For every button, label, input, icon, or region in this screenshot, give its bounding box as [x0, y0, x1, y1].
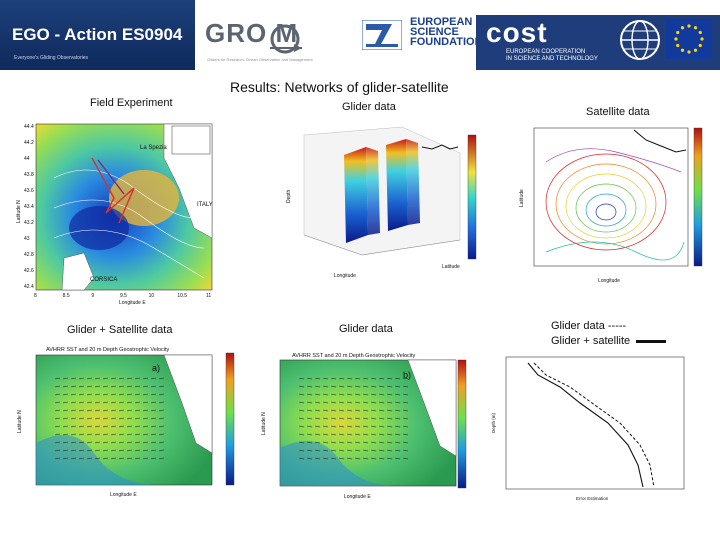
map1-y-tick: 44 [24, 156, 30, 162]
legend-solid-line [636, 340, 666, 343]
eu-star-icon [687, 24, 691, 28]
map1-x-tick: 10.5 [177, 293, 187, 299]
profile-xlabel: Error Estimation [576, 496, 609, 501]
glider-3d-plot: Longitude Latitude Depth [286, 126, 477, 279]
groom-subtitle: Gliders for Research, Ocean Observation … [207, 57, 313, 62]
eu-flag-icon [666, 19, 712, 59]
label-field-experiment: Field Experiment [90, 97, 173, 109]
map1-y-tick: 43 [24, 236, 30, 242]
esf-logo: EUROPEAN SCIENCE FOUNDATION [410, 16, 483, 48]
label-satellite-data: Satellite data [586, 106, 650, 118]
legend-solid-label: Glider + satellite [551, 335, 631, 347]
eu-star-icon [676, 30, 680, 35]
map1-y-tick: 43.2 [24, 220, 34, 226]
glider3d-ylabel: Latitude [442, 264, 460, 270]
velocity-map-b: AVHRR SST and 20 m Depth Geostrophic Vel… [261, 353, 467, 500]
vel-b-tag: b) [403, 370, 411, 380]
legend-dashed-label: Glider data ----- [551, 320, 627, 332]
cost-subtitle-line-1: EUROPEAN COOPERATION [506, 49, 586, 55]
error-profile-plot: Error Estimation Depth (m) [491, 356, 685, 501]
groom-logo: GRO M [205, 18, 299, 48]
esf-line-1: EUROPEAN [410, 16, 473, 28]
esf-line-3: FOUNDATION [410, 36, 483, 48]
eu-star-icon [698, 43, 702, 48]
glider-logo-icon [270, 24, 302, 54]
satellite-contour-map: Longitude Latitude [519, 127, 703, 284]
ego-title: EGO - Action ES0904 [12, 25, 183, 44]
glider3d-zlabel: Depth [286, 189, 292, 203]
map1-y-tick: 42.8 [24, 252, 34, 258]
map1-x-tick: 10 [149, 293, 155, 299]
ego-subtitle: Everyone's Gliding Observatories [14, 55, 89, 61]
velocity-map-a: AVHRR SST and 20 m Depth Geostrophic Vel… [17, 347, 235, 498]
label-glider-data-bottom: Glider data [339, 323, 393, 335]
place-la-spezia: La Spezia [140, 145, 167, 151]
profile-ylabel: Depth (m) [491, 412, 496, 433]
map1-y-tick: 42.4 [24, 284, 34, 290]
vel-a-title: AVHRR SST and 20 m Depth Geostrophic Vel… [46, 347, 170, 353]
glider3d-xlabel: Longitude [334, 273, 356, 279]
vel-b-title: AVHRR SST and 20 m Depth Geostrophic Vel… [292, 353, 416, 359]
map1-y-tick: 43.8 [24, 172, 34, 178]
vel-a-ylabel: Latitude N [17, 410, 23, 433]
globe-icon [620, 20, 660, 60]
eu-star-icon [693, 48, 698, 52]
fp7-logo-icon [362, 20, 402, 50]
eu-star-icon [698, 30, 702, 35]
map1-y-tick: 43.6 [24, 188, 34, 194]
map1-y-tick: 42.6 [24, 268, 34, 274]
map1-x-tick: 9 [91, 293, 94, 299]
map1-x-tick: 8.5 [63, 293, 70, 299]
satmap-ylabel: Latitude [519, 189, 525, 207]
label-glider-satellite: Glider + Satellite data [67, 324, 173, 336]
eu-star-icon [680, 26, 685, 30]
satmap-xlabel: Longitude [598, 278, 620, 284]
eu-star-icon [674, 37, 678, 41]
cost-subtitle-line-2: IN SCIENCE AND TECHNOLOGY [506, 56, 598, 62]
place-italy: ITALY [197, 202, 213, 208]
vel-b-ylabel: Latitude N [261, 412, 267, 435]
map1-x-tick: 8 [34, 293, 37, 299]
eu-star-icon [676, 43, 680, 48]
map1-y-tick: 43.4 [24, 204, 34, 210]
eu-star-icon [680, 48, 685, 52]
map1-y-tick: 44.4 [24, 124, 34, 130]
cost-subtitle: EUROPEAN COOPERATION IN SCIENCE AND TECH… [506, 49, 598, 63]
cost-logo: cost [486, 17, 548, 48]
vel-a-tag: a) [152, 363, 160, 373]
page-title: Results: Networks of glider-satellite [230, 79, 449, 95]
place-corsica: CORSICA [90, 277, 117, 283]
field-experiment-map: La Spezia ITALY CORSICA 44.4 44.2 44 43.8 43… [16, 123, 213, 306]
map1-y-tick: 44.2 [24, 140, 34, 146]
vel-a-xlabel: Longitude E [110, 492, 137, 498]
eu-star-icon [687, 50, 691, 54]
label-glider-data-top: Glider data [342, 101, 396, 113]
esf-line-2: SCIENCE [410, 26, 459, 38]
vel-b-xlabel: Longitude E [344, 494, 371, 500]
cost-logo-block: cost EUROPEAN COOPERATION IN SCIENCE AND… [476, 15, 720, 70]
map1-x-tick: 11 [206, 293, 211, 299]
header-banner: EGO - Action ES0904 Everyone's Gliding O… [0, 0, 720, 72]
map1-x-tick: 9.5 [120, 293, 127, 299]
eu-star-icon [693, 26, 698, 30]
map1-ylabel: Latitude N [16, 200, 22, 223]
ego-logo-block: EGO - Action ES0904 Everyone's Gliding O… [0, 0, 195, 70]
eu-star-icon [700, 37, 704, 41]
map1-xlabel: Longitude E [119, 300, 146, 306]
